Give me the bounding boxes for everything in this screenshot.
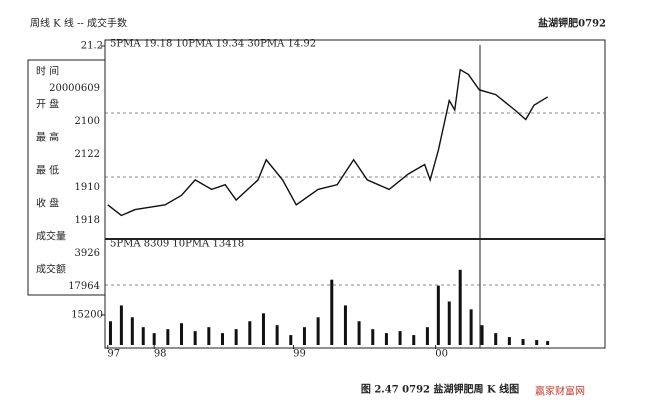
panel-value: 1918 [75,215,100,226]
volume-bar [193,331,197,345]
panel-label: 时 间 [36,65,59,78]
volume-bar [248,321,252,345]
volume-bar [357,321,361,345]
volume-bar [447,301,451,345]
panel-value: 1910 [75,182,100,193]
header-title: 盐湖钾肥0792 [538,17,606,30]
volume-bar [207,327,211,345]
volume-bar [436,285,440,345]
volume-bar [108,321,112,345]
volume-bar [480,325,484,345]
volume-bar [507,337,511,345]
panel-label: 成交量 [36,230,66,243]
volume-bar [141,327,145,345]
volume-bar [234,329,238,345]
volume-bar [130,317,134,345]
panel-label: 最 低 [36,164,59,177]
header-left: 周线 K 线 -- 成交手数 [30,17,127,30]
volume-bar [152,333,156,345]
price-line [107,68,548,217]
panel-label: 收 盘 [36,197,59,210]
volume-bar [261,313,265,345]
watermark: 赢家财富网 [535,385,585,398]
volume-bar [343,305,347,345]
x-tick-label: 99 [293,349,306,360]
volume-bar [119,305,123,345]
volume-bar [398,331,402,345]
volume-bar [494,333,498,345]
volume-bar [425,327,429,345]
panel-label: 开 盘 [36,98,59,111]
volume-bar [371,329,375,345]
volume-bar [535,340,539,345]
y-tick-label: 21.2 [81,41,103,52]
panel-value: 3926 [75,248,100,259]
panel-value: 2122 [75,149,100,160]
y-tick-label: 15200 [71,309,103,320]
volume-bar [384,333,388,345]
panel-value: 20000609 [49,83,100,94]
panel-value: 17964 [68,281,100,292]
legend-text: 5PMA 19.18 10PMA 19.34 30PMA 14.92 [110,39,316,50]
panel-label: 最 高 [36,131,59,144]
x-tick-label: 98 [154,349,167,360]
volume-bar [330,279,334,345]
volume-bar [546,341,550,345]
caption: 图 2.47 0792 盐湖钾肥周 K 线图 [361,383,519,396]
volume-bar [289,335,293,345]
panel-label: 成交额 [36,263,66,276]
volume-bar [458,269,462,345]
volume-bar [521,339,525,345]
volume-bar [316,317,320,345]
panel-value: 2100 [75,116,100,127]
volume-bar [180,323,184,345]
x-tick-label: 00 [435,349,448,360]
info-panel [27,59,106,296]
volume-bar [412,335,416,345]
volume-bar [469,309,473,345]
x-tick-label: 97 [107,349,120,360]
volume-bar [275,325,279,345]
volume-bar [302,327,306,345]
volume-bar [166,329,170,345]
legend-text: 5PMA 8309 10PMA 13418 [110,239,244,250]
volume-bar [220,333,224,345]
